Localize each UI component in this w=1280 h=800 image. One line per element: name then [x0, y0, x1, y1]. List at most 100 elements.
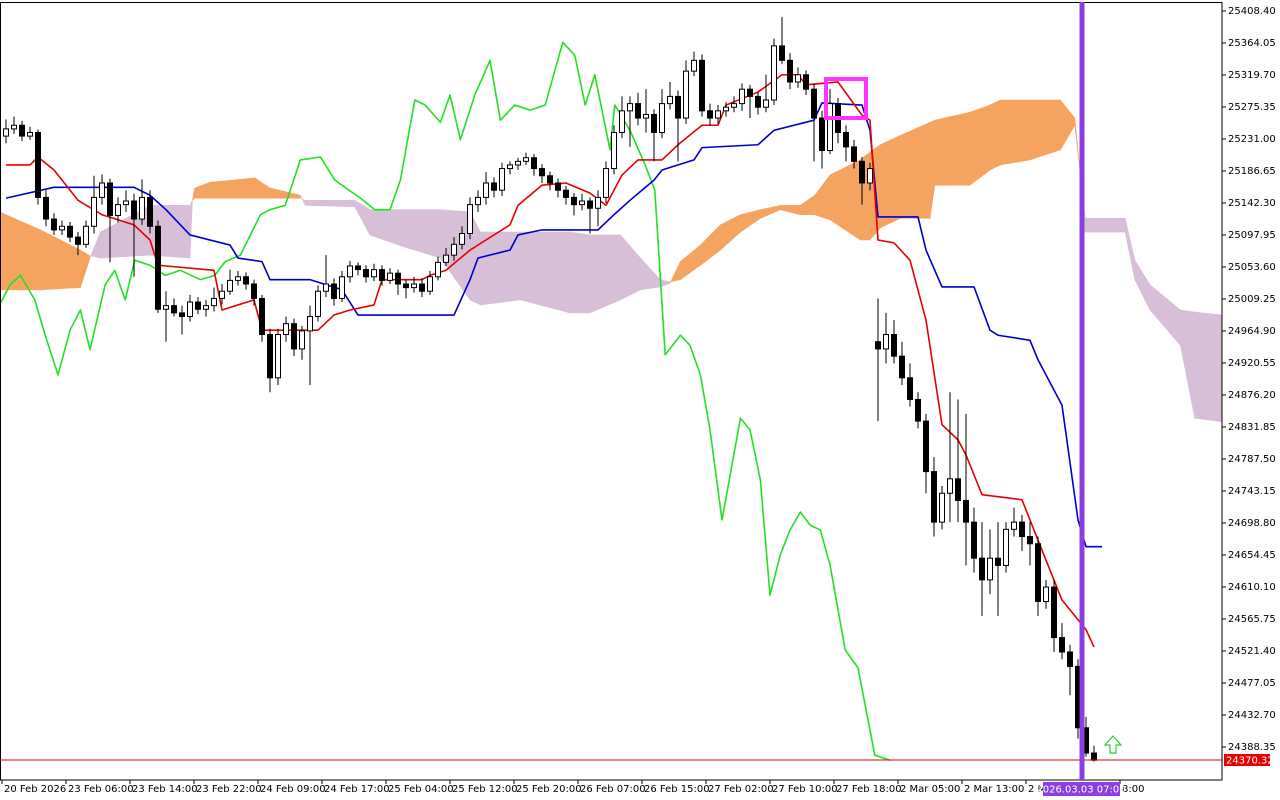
candle-body — [827, 103, 833, 152]
candle-body — [899, 355, 905, 379]
candle-body — [651, 113, 657, 133]
cloud-segment — [569, 231, 591, 314]
candle-body — [371, 269, 377, 278]
candle-body — [395, 272, 401, 285]
candle-body — [427, 276, 433, 292]
candle-body — [811, 88, 817, 119]
candle-body — [299, 330, 305, 350]
cloud-segment — [1029, 99, 1061, 161]
candle-body — [339, 276, 345, 299]
candle-body — [915, 398, 921, 422]
candle-body — [187, 301, 193, 317]
y-tick-label: 24477.05 — [1228, 678, 1276, 689]
candle-body — [979, 557, 985, 581]
candle-body — [739, 88, 745, 105]
candle-body — [83, 225, 89, 245]
x-tick-label: 2 Mar 05:00 — [900, 784, 960, 795]
candle-body — [227, 279, 233, 292]
y-tick-label: 25186.65 — [1228, 166, 1276, 177]
y-tick-label: 25275.35 — [1228, 102, 1276, 113]
signal-arrow — [1103, 735, 1123, 754]
candle-body — [843, 131, 849, 148]
candle-body — [419, 283, 425, 292]
y-tick-label: 24876.20 — [1228, 390, 1276, 401]
candle-body — [411, 283, 417, 289]
candle-body — [931, 471, 937, 523]
candle-body — [315, 290, 321, 317]
y-tick-label: 24964.90 — [1228, 326, 1276, 337]
candle-body — [1059, 637, 1065, 653]
candle-body — [1011, 521, 1017, 530]
cloud-segment — [1109, 218, 1126, 233]
candle-body — [1051, 586, 1057, 639]
candle-body — [387, 272, 393, 281]
candle-body — [531, 157, 537, 170]
candle-body — [563, 189, 569, 198]
candle-body — [43, 196, 49, 220]
candle-body — [1019, 521, 1025, 538]
candle-body — [1043, 586, 1049, 602]
y-tick-label: 25009.25 — [1228, 294, 1276, 305]
candle-body — [443, 254, 449, 263]
candle-body — [875, 341, 881, 350]
candle-body — [723, 106, 729, 112]
candle-body — [859, 160, 865, 184]
candle-body — [59, 225, 65, 231]
x-tick-label: 24 Feb 09:00 — [260, 784, 326, 795]
candle-body — [475, 196, 481, 206]
candle-body — [67, 225, 73, 238]
candle-body — [867, 168, 873, 184]
x-tick-label: 2 M — [1028, 784, 1046, 795]
x-tick-label: 27 Feb 18:00 — [836, 784, 902, 795]
candle-body — [291, 323, 297, 350]
candle-body — [483, 182, 489, 198]
candle-body — [955, 478, 961, 501]
candle-body — [99, 182, 105, 198]
candle-body — [803, 74, 809, 90]
candle-body — [307, 315, 313, 332]
cloud-segment — [880, 134, 901, 229]
cloud-segment — [520, 231, 571, 314]
candle-body — [11, 124, 17, 130]
cloud-segment — [1194, 311, 1223, 423]
candle-body — [683, 70, 689, 119]
candle-body — [971, 521, 977, 559]
candle-body — [771, 45, 777, 101]
candle-body — [195, 301, 201, 310]
candle-body — [555, 182, 561, 191]
candle-body — [907, 377, 913, 400]
candle-body — [539, 168, 545, 177]
y-tick-label: 24388.35 — [1228, 742, 1276, 753]
x-tick-label: 27 Feb 10:00 — [772, 784, 838, 795]
candle-body — [595, 196, 601, 209]
candle-body — [139, 196, 145, 220]
candle-body — [275, 334, 281, 379]
x-tick-label: 8:00 — [1122, 784, 1144, 795]
candle-body — [619, 110, 625, 133]
candle-body — [763, 99, 769, 108]
candle-body — [963, 499, 969, 523]
candle-body — [403, 283, 409, 289]
candle-body — [51, 218, 57, 231]
line-layer — [0, 41, 1102, 761]
candle-body — [755, 95, 761, 108]
candle-body — [267, 334, 273, 379]
candle-body — [691, 59, 697, 72]
candle-body — [787, 59, 793, 83]
x-tick-label: 23 Feb 22:00 — [196, 784, 262, 795]
candle-body — [235, 276, 241, 281]
y-tick-label: 25053.60 — [1228, 262, 1276, 273]
candle-body — [587, 200, 593, 209]
candle-body — [107, 182, 113, 216]
cloud-segment — [304, 200, 356, 208]
candle-body — [851, 146, 857, 162]
candle-body — [283, 323, 289, 336]
cloud-segment — [1074, 118, 1081, 176]
candle-body — [571, 196, 577, 206]
candle-body — [675, 95, 681, 119]
candle-body — [1091, 752, 1097, 761]
cloud-segment — [1000, 99, 1031, 166]
candle-body — [179, 312, 185, 317]
